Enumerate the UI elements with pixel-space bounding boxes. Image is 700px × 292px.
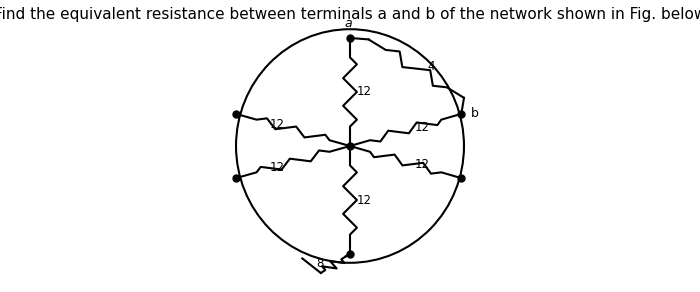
Text: 12: 12 (415, 121, 430, 134)
Text: 12: 12 (270, 161, 285, 174)
Text: 12: 12 (415, 158, 430, 171)
Text: 12: 12 (357, 86, 372, 98)
Text: 12: 12 (270, 118, 285, 131)
Text: 12: 12 (357, 194, 372, 206)
Text: b: b (471, 107, 479, 119)
Text: 8: 8 (316, 257, 323, 270)
Text: 4: 4 (428, 60, 435, 73)
Text: a: a (344, 17, 351, 30)
Text: Find the equivalent resistance between terminals a and b of the network shown in: Find the equivalent resistance between t… (0, 7, 700, 22)
